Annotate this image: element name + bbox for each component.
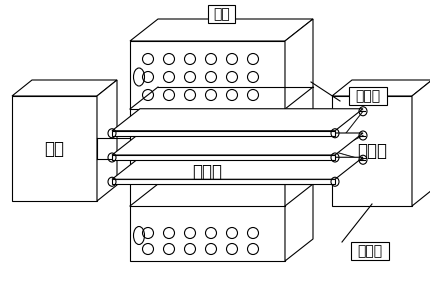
Bar [112,131,334,136]
Polygon shape [331,96,411,206]
Bar [348,87,386,105]
Polygon shape [12,96,97,201]
Bar [350,242,388,260]
Polygon shape [112,157,362,179]
Bar [112,155,334,160]
Polygon shape [97,80,117,201]
Polygon shape [284,19,312,261]
Polygon shape [411,80,430,206]
Text: 风管: 风管 [212,7,229,21]
Polygon shape [130,41,284,261]
Polygon shape [12,80,117,96]
Text: 吸引机: 吸引机 [356,142,386,160]
Polygon shape [130,19,312,41]
Bar [112,179,334,184]
Bar [208,5,234,23]
Text: 出风管: 出风管 [356,244,382,258]
Text: 风机: 风机 [44,140,64,158]
Text: 吸水层: 吸水层 [355,89,380,103]
Polygon shape [331,80,430,96]
Polygon shape [112,109,362,131]
Polygon shape [112,133,362,155]
Text: 环网筱: 环网筱 [192,163,222,181]
